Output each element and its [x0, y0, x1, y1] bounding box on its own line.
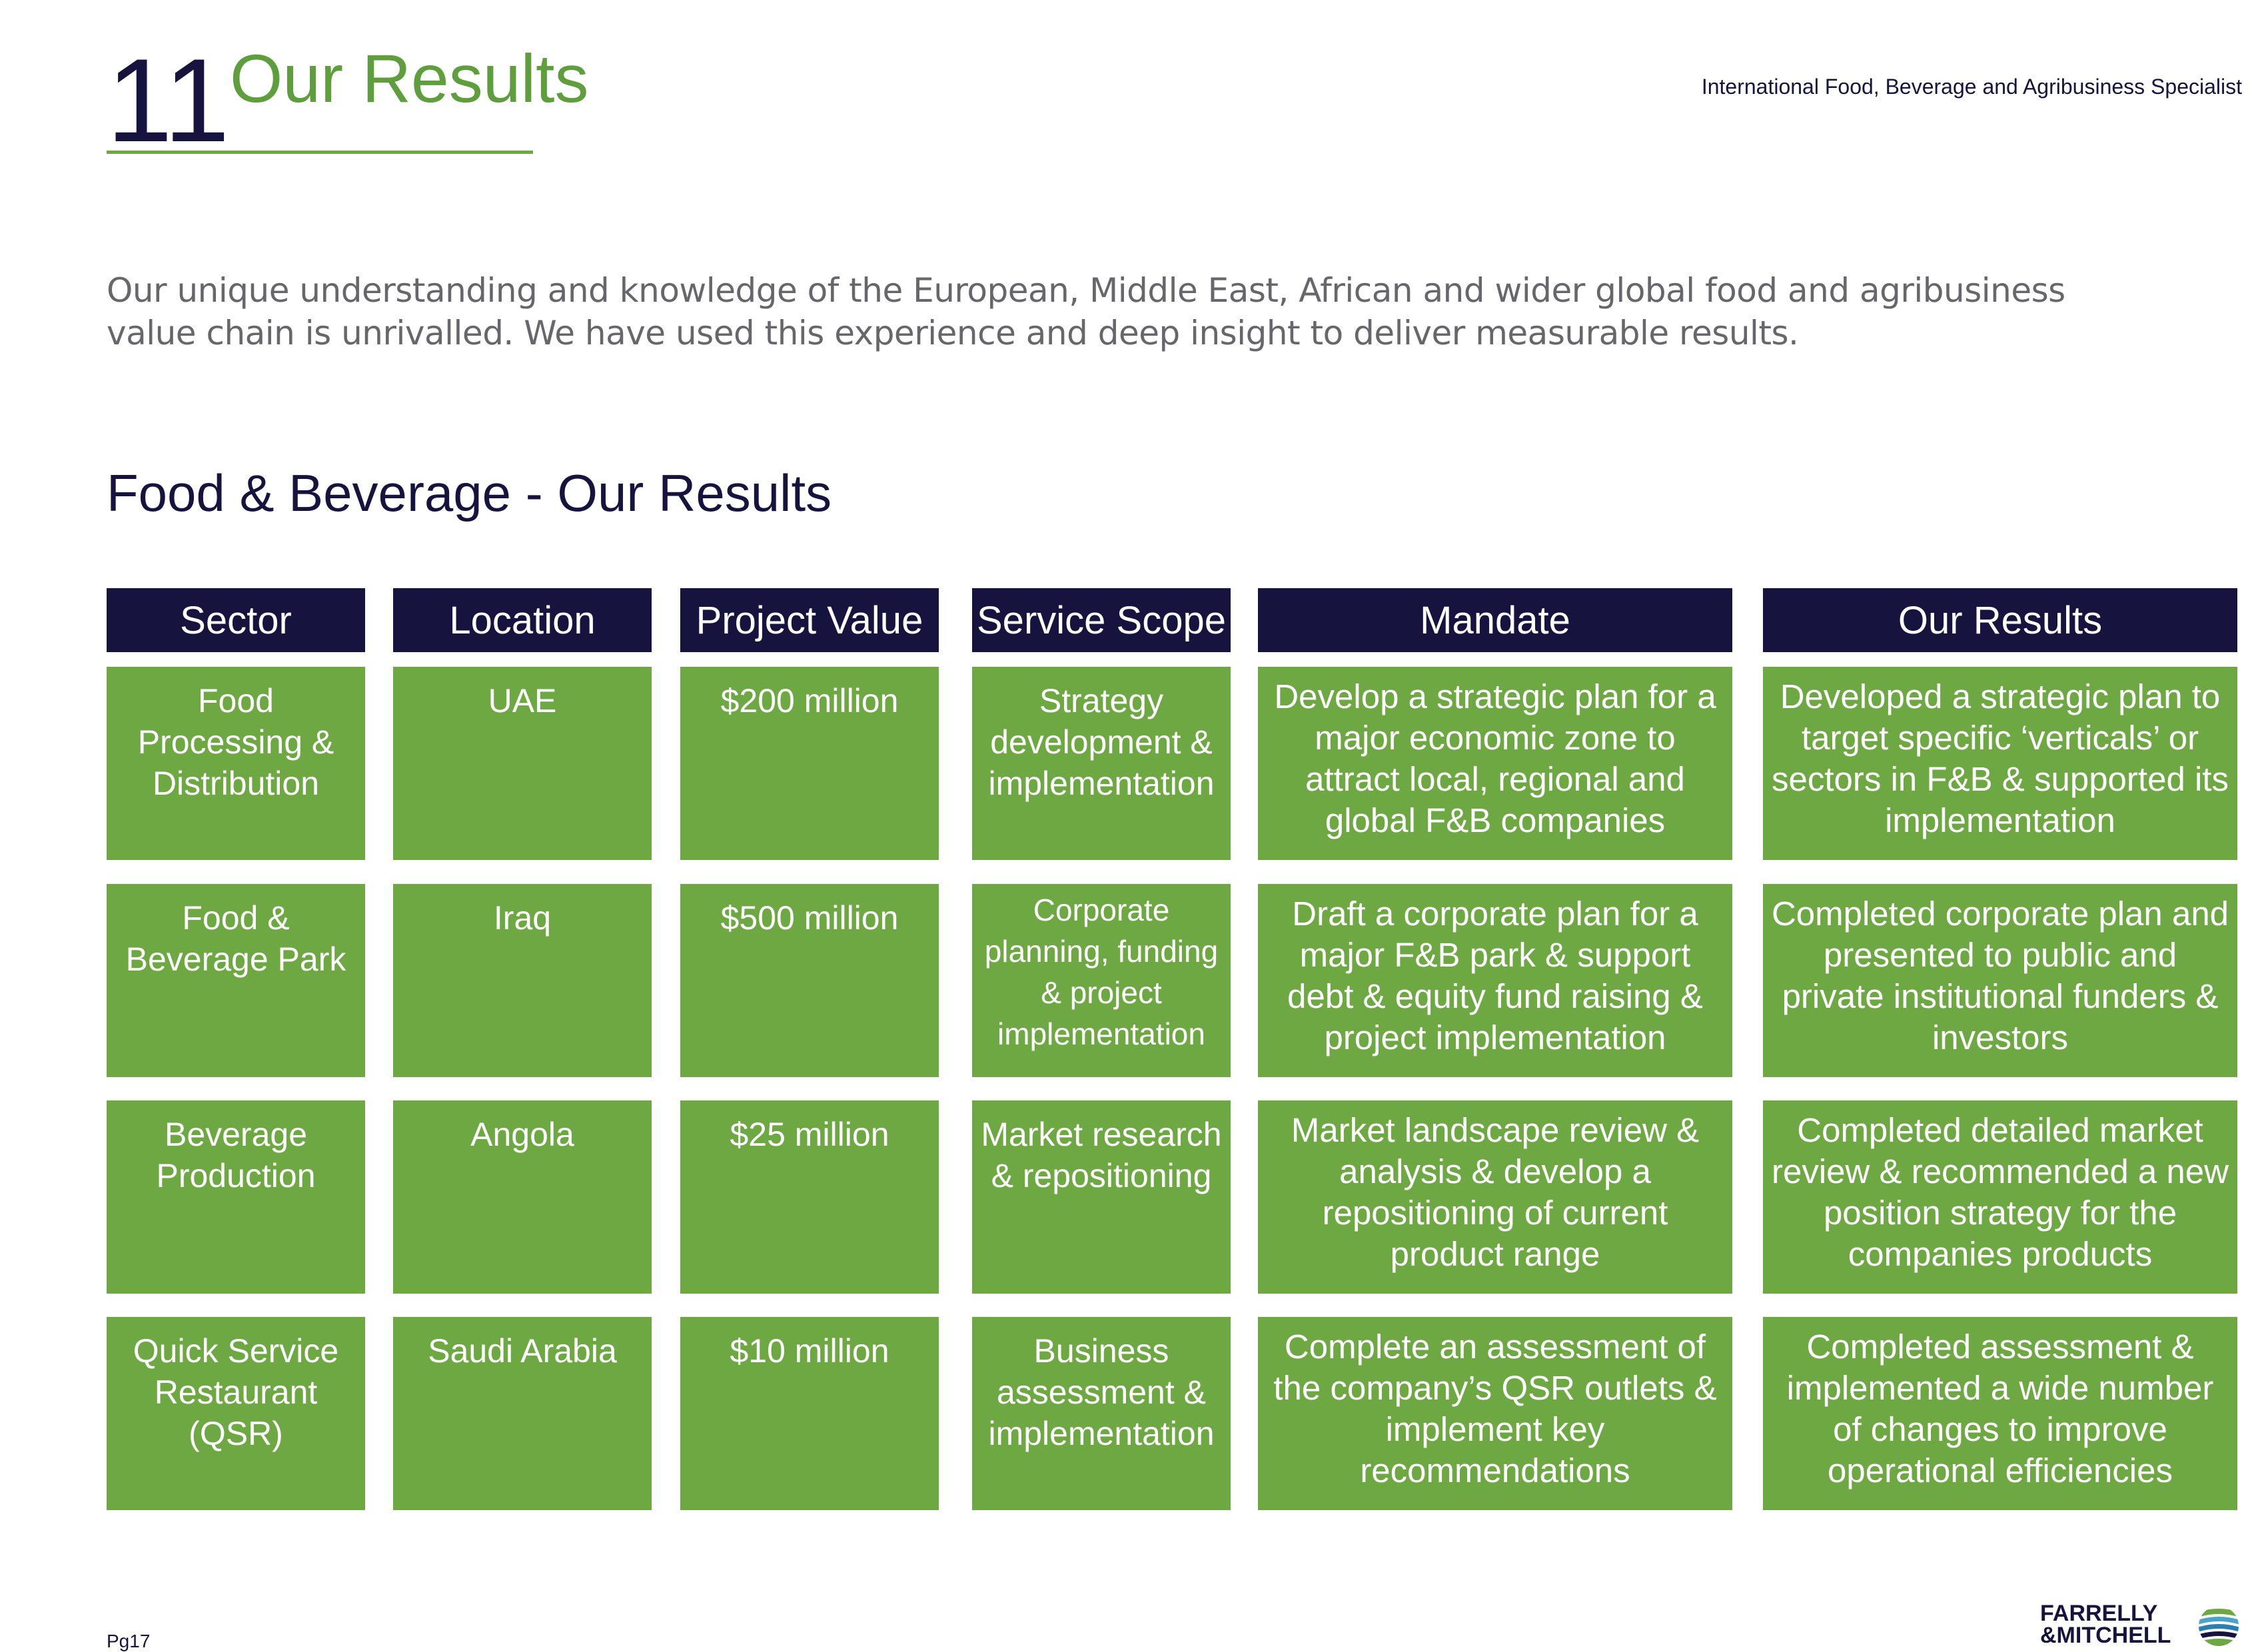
page-title: Our Results: [230, 41, 589, 117]
table-cell-mandate: Complete an assessment of the company’s …: [1258, 1317, 1732, 1510]
table-cell-location: Iraq: [393, 884, 652, 1077]
table-cell-service-scope: Business assessment & implementation: [972, 1317, 1231, 1510]
table-cell-sector: Food & Beverage Park: [107, 884, 365, 1077]
logo-line-1: FARRELLY: [2040, 1601, 2158, 1626]
table-cell-sector: Beverage Production: [107, 1100, 365, 1294]
column-header-our-results: Our Results: [1763, 588, 2237, 652]
page-number: Pg17: [107, 1631, 151, 1651]
column-header-project-value: Project Value: [680, 588, 939, 652]
company-logo: FARRELLY &MITCHELL: [2040, 1601, 2240, 1649]
table-cell-project-value: $25 million: [680, 1100, 939, 1294]
column-header-service-scope: Service Scope: [972, 588, 1231, 652]
table-cell-project-value: $200 million: [680, 667, 939, 860]
table-cell-service-scope: Strategy development & implementation: [972, 667, 1231, 860]
column-header-mandate: Mandate: [1258, 588, 1732, 652]
table-cell-results: Completed corporate plan and presented t…: [1763, 884, 2237, 1077]
logo-line-2: &MITCHELL: [2040, 1623, 2171, 1648]
header-tagline: International Food, Beverage and Agribus…: [1701, 75, 2242, 99]
column-header-sector: Sector: [107, 588, 365, 652]
table-cell-mandate: Develop a strategic plan for a major eco…: [1258, 667, 1732, 860]
table-cell-results: Developed a strategic plan to target spe…: [1763, 667, 2237, 860]
logo-wordmark: FARRELLY &MITCHELL: [2040, 1601, 2171, 1648]
table-cell-service-scope: Corporate planning, funding & project im…: [972, 884, 1231, 1077]
section-number: 11: [107, 34, 230, 167]
title-underline: [107, 151, 533, 154]
table-cell-results: Completed assessment & implemented a wid…: [1763, 1317, 2237, 1510]
intro-paragraph: Our unique understanding and knowledge o…: [107, 271, 2065, 352]
table-cell-service-scope: Market research & repositioning: [972, 1100, 1231, 1294]
table-cell-project-value: $10 million: [680, 1317, 939, 1510]
table-cell-project-value: $500 million: [680, 884, 939, 1077]
table-cell-sector: Quick Service Restaurant (QSR): [107, 1317, 365, 1510]
table-cell-mandate: Draft a corporate plan for a major F&B p…: [1258, 884, 1732, 1077]
column-header-location: Location: [393, 588, 652, 652]
globe-logo-icon: [2199, 1606, 2239, 1646]
table-cell-location: Angola: [393, 1100, 652, 1294]
table-cell-results: Completed detailed market review & recom…: [1763, 1100, 2237, 1294]
section-subheading: Food & Beverage - Our Results: [107, 464, 832, 522]
table-cell-sector: Food Processing & Distribution: [107, 667, 365, 860]
table-cell-location: UAE: [393, 667, 652, 860]
table-cell-mandate: Market landscape review & analysis & dev…: [1258, 1100, 1732, 1294]
table-cell-location: Saudi Arabia: [393, 1317, 652, 1510]
